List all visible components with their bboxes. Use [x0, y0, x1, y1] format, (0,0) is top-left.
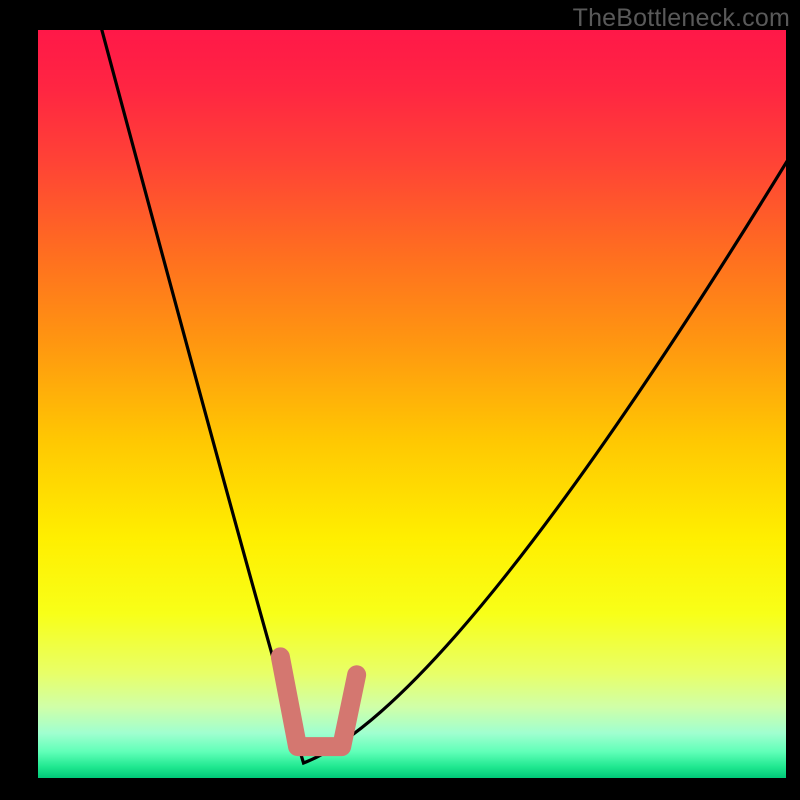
watermark-text: TheBottleneck.com	[573, 4, 790, 33]
plot-svg	[38, 30, 786, 778]
gradient-background	[38, 30, 786, 778]
plot-area	[38, 30, 786, 778]
